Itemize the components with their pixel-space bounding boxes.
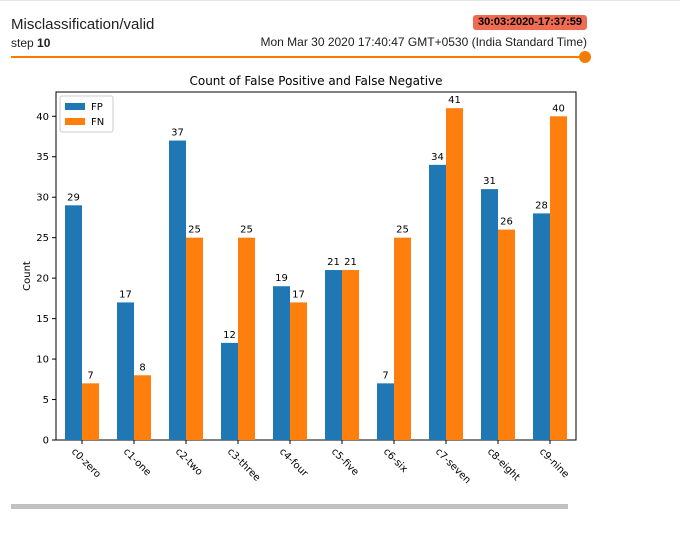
bar-value-label: 26 xyxy=(500,217,513,228)
plot-area: 0 5 10 15 20 25 30 35 40 29 7 c0-zero 17 8 c1-one 37 25 c… xyxy=(36,91,577,486)
x-tick-label: c0-zero xyxy=(69,446,103,480)
step-slider-thumb[interactable] xyxy=(579,51,591,63)
bar-value-label: 28 xyxy=(535,200,548,211)
legend-label-fp: FP xyxy=(91,102,103,113)
x-tick-label: c8-eight xyxy=(485,446,522,483)
top-border xyxy=(0,0,680,1)
bar-fn xyxy=(238,237,255,440)
timestamp: Mon Mar 30 2020 17:40:47 GMT+0530 (India… xyxy=(260,35,587,49)
run-badge: 30:03:2020-17:37:59 xyxy=(473,15,587,30)
bar-value-label: 31 xyxy=(483,176,496,187)
x-tick-label: c6-six xyxy=(381,446,410,475)
bar-fp xyxy=(325,270,342,440)
bar-value-label: 21 xyxy=(344,257,357,268)
bar-value-label: 29 xyxy=(67,192,80,203)
y-axis-label: Count xyxy=(22,261,33,291)
y-tick-label: 15 xyxy=(36,314,49,325)
bar-value-label: 40 xyxy=(552,103,565,114)
horizontal-scrollbar[interactable] xyxy=(11,504,568,509)
bar-value-label: 12 xyxy=(223,330,236,341)
legend-box xyxy=(59,95,114,133)
x-tick-label: c4-four xyxy=(277,446,311,480)
x-tick-label: c1-one xyxy=(121,446,153,478)
bar-fn xyxy=(394,237,411,440)
bar-fp xyxy=(481,189,498,440)
bar-value-label: 25 xyxy=(396,225,409,236)
bar-fp xyxy=(429,164,446,440)
bar-fn xyxy=(446,108,463,441)
legend-swatch-fn xyxy=(65,118,85,125)
bar-fn xyxy=(82,383,99,440)
y-tick-label: 25 xyxy=(36,233,49,244)
bar-value-label: 25 xyxy=(240,225,253,236)
bar-fn xyxy=(498,229,515,440)
y-tick-label: 10 xyxy=(36,355,49,366)
bar-fp xyxy=(273,286,290,440)
x-tick-label: c7-seven xyxy=(433,446,473,486)
x-tick-label: c2-two xyxy=(173,446,205,478)
x-tick-label: c5-five xyxy=(329,446,361,478)
y-tick-label: 5 xyxy=(43,395,49,406)
x-tick-label: c3-three xyxy=(225,446,262,483)
bar-value-label: 17 xyxy=(119,289,132,300)
y-tick-label: 40 xyxy=(36,112,49,123)
y-tick-label: 20 xyxy=(36,274,49,285)
bar-fn xyxy=(186,237,203,440)
step-slider-track[interactable] xyxy=(11,56,584,58)
legend-label-fn: FN xyxy=(91,117,104,128)
y-tick-label: 30 xyxy=(36,193,49,204)
bar-fn xyxy=(342,270,359,440)
bar-chart: Count of False Positive and False Negati… xyxy=(22,74,577,486)
legend-swatch-fp xyxy=(65,103,85,110)
bar-value-label: 34 xyxy=(431,152,444,163)
bar-value-label: 19 xyxy=(275,273,288,284)
bar-fp xyxy=(221,342,238,440)
bar-fp xyxy=(533,213,550,440)
bar-fp xyxy=(65,205,82,440)
y-tick-label: 35 xyxy=(36,152,49,163)
bar-value-label: 21 xyxy=(327,257,340,268)
bar-value-label: 25 xyxy=(188,225,201,236)
axes-frame xyxy=(55,91,577,441)
bar-value-label: 41 xyxy=(448,95,461,106)
step-value: 10 xyxy=(37,36,51,50)
chart-title: Count of False Positive and False Negati… xyxy=(189,74,442,88)
x-tick-label: c9-nine xyxy=(537,446,571,480)
y-tick-label: 0 xyxy=(43,436,49,447)
bar-value-label: 37 xyxy=(171,128,184,139)
bar-value-label: 7 xyxy=(382,370,388,381)
bar-value-label: 17 xyxy=(292,289,305,300)
bar-fp xyxy=(169,140,186,440)
bar-fn xyxy=(134,375,151,440)
card-title: Misclassification/valid xyxy=(11,16,155,33)
bar-value-label: 7 xyxy=(87,370,93,381)
step-indicator: step 10 xyxy=(11,36,50,50)
bar-fn xyxy=(290,302,307,440)
bar-fp xyxy=(117,302,134,440)
step-label: step xyxy=(11,36,34,50)
bar-fp xyxy=(377,383,394,440)
bar-value-label: 8 xyxy=(139,362,145,373)
bar-fn xyxy=(550,116,567,441)
